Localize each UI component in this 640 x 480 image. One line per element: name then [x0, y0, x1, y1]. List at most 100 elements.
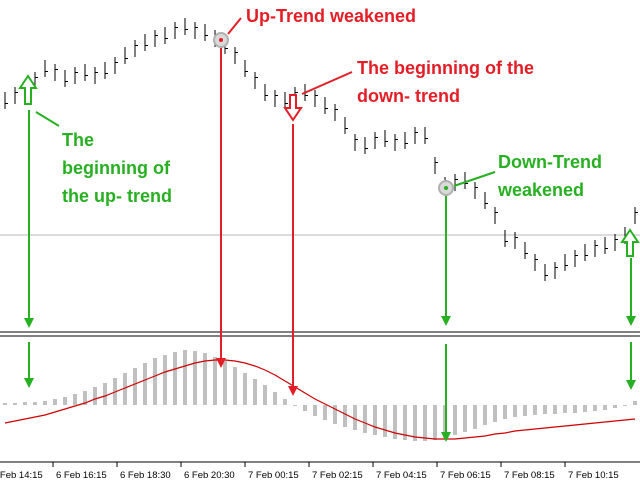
histogram-bar	[83, 391, 87, 405]
callout-line	[35, 111, 60, 127]
callout-line	[453, 171, 496, 187]
arrow-head	[24, 318, 34, 328]
histogram-bar	[363, 405, 367, 433]
histogram-bar	[273, 392, 277, 405]
histogram-bar	[143, 363, 147, 405]
histogram-bar	[463, 405, 467, 432]
histogram-bar	[453, 405, 457, 435]
histogram-bar	[13, 403, 17, 405]
annotation: Up-Trend weakened	[246, 6, 416, 26]
arrow-head	[626, 316, 636, 326]
arrow-head	[24, 378, 34, 388]
x-tick-label: 6 Feb 16:15	[56, 470, 107, 480]
histogram-bar	[393, 405, 397, 439]
histogram-bar	[553, 405, 557, 414]
annotation: down- trend	[357, 86, 460, 106]
histogram-bar	[593, 405, 597, 411]
x-tick-label: 7 Feb 00:15	[248, 470, 299, 480]
histogram-bar	[183, 350, 187, 405]
histogram-bar	[173, 352, 177, 405]
histogram-bar	[563, 405, 567, 413]
histogram-bar	[203, 353, 207, 405]
arrow-head	[216, 358, 226, 368]
histogram-bar	[283, 399, 287, 405]
histogram-bar	[213, 357, 217, 405]
annotation: The	[62, 130, 94, 150]
x-tick-label: 6 Feb 14:15	[0, 470, 43, 480]
buy-arrow	[620, 228, 640, 257]
annotation: Down-Trend	[498, 152, 602, 172]
callout-line	[301, 71, 353, 95]
x-tick-label: 7 Feb 06:15	[440, 470, 491, 480]
histogram-bar	[623, 405, 627, 406]
arrow-head	[288, 386, 298, 396]
arrow-head	[626, 380, 636, 390]
annotation: beginning of	[62, 158, 171, 178]
histogram-bar	[73, 394, 77, 405]
histogram-bar	[153, 358, 157, 405]
x-tick-label: 6 Feb 18:30	[120, 470, 171, 480]
histogram-bar	[293, 405, 297, 406]
histogram-bar	[43, 401, 47, 405]
histogram-bar	[353, 405, 357, 430]
histogram-bar	[533, 405, 537, 415]
histogram-bar	[253, 379, 257, 405]
histogram-bar	[223, 361, 227, 405]
x-tick-label: 7 Feb 02:15	[312, 470, 363, 480]
buy-arrow	[18, 74, 38, 105]
arrow-head	[441, 316, 451, 326]
histogram-bar	[263, 385, 267, 405]
histogram-bar	[103, 383, 107, 405]
histogram-bar	[513, 405, 517, 417]
histogram-bar	[543, 405, 547, 414]
x-tick-label: 7 Feb 10:15	[568, 470, 619, 480]
histogram-bar	[583, 405, 587, 412]
x-tick-label: 7 Feb 08:15	[504, 470, 555, 480]
histogram-bar	[433, 405, 437, 440]
histogram-bar	[333, 405, 337, 424]
histogram-bar	[303, 405, 307, 411]
histogram-bar	[403, 405, 407, 440]
histogram-bar	[3, 403, 7, 405]
signal-line	[4, 359, 636, 440]
callout-line	[227, 17, 242, 35]
x-tick-label: 6 Feb 20:30	[184, 470, 235, 480]
annotation: the up- trend	[62, 186, 172, 206]
arrow-head	[441, 432, 451, 442]
sell-arrow	[283, 94, 303, 122]
histogram-bar	[323, 405, 327, 420]
annotations	[18, 17, 640, 442]
signal-dot	[219, 38, 223, 42]
histogram-bar	[123, 373, 127, 405]
histogram-bar	[383, 405, 387, 437]
histogram-bar	[193, 351, 197, 405]
histogram-bar	[523, 405, 527, 416]
histogram-bar	[63, 397, 67, 405]
annotation: The beginning of the	[357, 58, 534, 78]
histogram-bar	[133, 368, 137, 405]
annotation: weakened	[497, 180, 584, 200]
histogram-bar	[93, 387, 97, 405]
histogram-bar	[423, 405, 427, 441]
histogram-bar	[633, 401, 637, 405]
histogram-bar	[313, 405, 317, 416]
x-tick-label: 7 Feb 04:15	[376, 470, 427, 480]
histogram-bar	[53, 399, 57, 405]
histogram-bar	[473, 405, 477, 429]
histogram-bar	[603, 405, 607, 410]
histogram-bar	[373, 405, 377, 435]
histogram-bar	[503, 405, 507, 419]
histogram-bar	[33, 402, 37, 405]
histogram-bar	[413, 405, 417, 441]
histogram-bar	[493, 405, 497, 422]
histogram-bar	[23, 402, 27, 405]
histogram-bar	[243, 373, 247, 405]
histogram-bar	[343, 405, 347, 427]
histogram-bar	[573, 405, 577, 413]
histogram-bar	[483, 405, 487, 425]
signal-dot	[444, 186, 448, 190]
histogram-bar	[163, 355, 167, 405]
histogram-bar	[613, 405, 617, 408]
histogram-bar	[233, 367, 237, 405]
